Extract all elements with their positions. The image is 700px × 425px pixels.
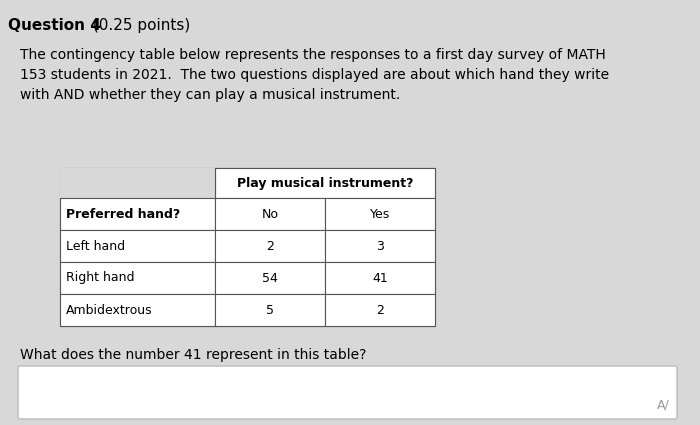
Text: 3: 3 [376,240,384,252]
Bar [325,230,435,262]
Text: Yes: Yes [370,207,390,221]
Text: with AND whether they can play a musical instrument.: with AND whether they can play a musical… [20,88,400,102]
Bar [325,294,435,326]
Bar [60,168,215,198]
Bar [60,262,215,294]
Text: 153 students in 2021.  The two questions displayed are about which hand they wri: 153 students in 2021. The two questions … [20,68,609,82]
Text: No: No [262,207,279,221]
Bar [215,230,325,262]
Text: 5: 5 [266,303,274,317]
Text: A/: A/ [657,398,670,411]
Text: 2: 2 [266,240,274,252]
Text: 2: 2 [376,303,384,317]
Text: Preferred hand?: Preferred hand? [66,207,181,221]
Bar [325,198,435,230]
Bar [60,168,435,326]
Text: Ambidextrous: Ambidextrous [66,303,153,317]
Bar [60,230,215,262]
Bar [325,262,435,294]
Bar [215,262,325,294]
Bar [215,198,325,230]
Bar [60,198,215,230]
Text: 41: 41 [372,272,388,284]
Bar [215,294,325,326]
Text: What does the number 41 represent in this table?: What does the number 41 represent in thi… [20,348,366,362]
Text: Right hand: Right hand [66,272,134,284]
Text: The contingency table below represents the responses to a first day survey of MA: The contingency table below represents t… [20,48,605,62]
Text: Left hand: Left hand [66,240,125,252]
Text: 54: 54 [262,272,278,284]
Bar [215,168,435,198]
FancyBboxPatch shape [18,366,677,419]
Text: Question 4: Question 4 [8,18,101,33]
Text: (0.25 points): (0.25 points) [88,18,190,33]
Bar [60,294,215,326]
Text: Play musical instrument?: Play musical instrument? [237,176,413,190]
